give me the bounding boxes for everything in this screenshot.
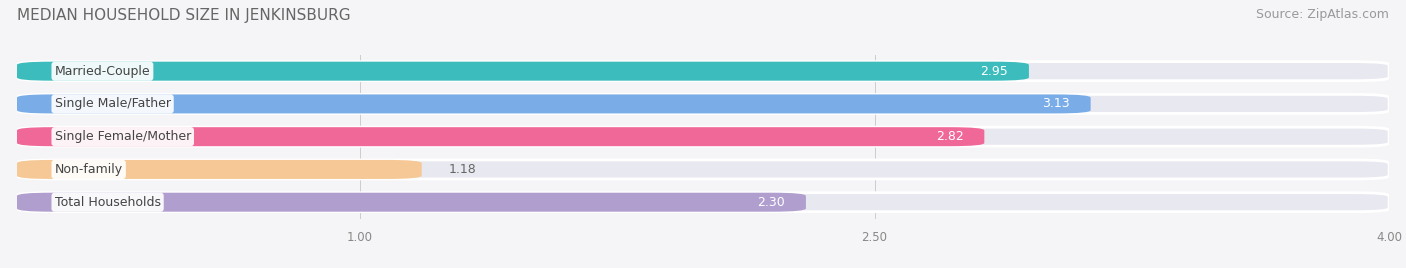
- FancyBboxPatch shape: [17, 62, 1029, 81]
- Text: Single Male/Father: Single Male/Father: [55, 98, 170, 110]
- Text: Total Households: Total Households: [55, 196, 160, 209]
- FancyBboxPatch shape: [17, 127, 984, 146]
- FancyBboxPatch shape: [17, 94, 1091, 113]
- FancyBboxPatch shape: [17, 193, 1389, 212]
- FancyBboxPatch shape: [17, 160, 1389, 179]
- Text: 1.18: 1.18: [449, 163, 477, 176]
- Text: 2.95: 2.95: [980, 65, 1008, 78]
- FancyBboxPatch shape: [17, 127, 1389, 146]
- FancyBboxPatch shape: [17, 62, 1389, 81]
- Text: Married-Couple: Married-Couple: [55, 65, 150, 78]
- Text: Source: ZipAtlas.com: Source: ZipAtlas.com: [1256, 8, 1389, 21]
- Text: 2.82: 2.82: [936, 130, 963, 143]
- Text: Single Female/Mother: Single Female/Mother: [55, 130, 191, 143]
- Text: 3.13: 3.13: [1042, 98, 1070, 110]
- FancyBboxPatch shape: [17, 193, 806, 212]
- Text: Non-family: Non-family: [55, 163, 122, 176]
- Text: 2.30: 2.30: [758, 196, 786, 209]
- FancyBboxPatch shape: [17, 94, 1389, 113]
- FancyBboxPatch shape: [17, 160, 422, 179]
- Text: MEDIAN HOUSEHOLD SIZE IN JENKINSBURG: MEDIAN HOUSEHOLD SIZE IN JENKINSBURG: [17, 8, 350, 23]
